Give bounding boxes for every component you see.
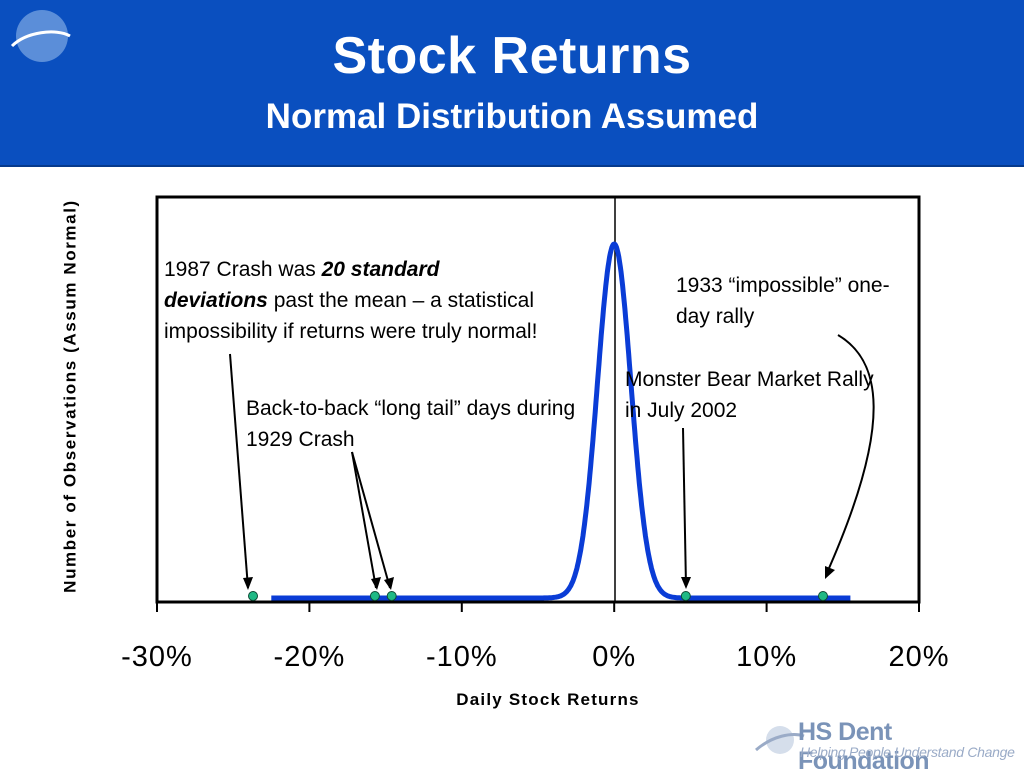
slide-header: Stock Returns Normal Distribution Assume…: [0, 0, 1024, 167]
footer-tagline: Helping People Understand Change: [800, 744, 1015, 760]
slide-subtitle: Normal Distribution Assumed: [265, 97, 759, 136]
annotation-1933-rally: 1933 “impossible” one-day rally: [676, 274, 890, 328]
arrowhead-1933: [825, 566, 835, 579]
x-tick-label: -30%: [121, 641, 193, 673]
arrow-1987: [229, 353, 249, 589]
event-marker: [386, 591, 397, 601]
x-tick-label: 20%: [888, 641, 949, 673]
event-markers: [248, 591, 828, 601]
annotation-1987-emphasis: 20 standard deviations: [164, 258, 440, 312]
annotation-1987-text-a: 1987 Crash was: [164, 258, 322, 281]
arrow-1929-a: [351, 451, 377, 589]
plot-frame: [155, 195, 921, 604]
x-tick-label: -20%: [274, 641, 346, 673]
annotation-arrows: [229, 334, 875, 590]
arrowhead-2002: [681, 577, 691, 589]
arrow-1929-b: [351, 451, 391, 589]
event-marker: [817, 591, 828, 601]
slide-title: Stock Returns: [332, 27, 692, 85]
event-marker: [248, 591, 259, 601]
annotation-1929-crash: Back-to-back “long tail” days during 192…: [246, 397, 576, 451]
x-tick-label: -10%: [426, 641, 498, 673]
annotation-1987-text-b: past the mean – a statistical impossibil…: [164, 289, 538, 343]
arrowhead-1929-b: [384, 577, 394, 590]
x-tick-label: 10%: [736, 641, 797, 673]
arrow-1933: [825, 334, 875, 576]
x-axis: -30% -20% -10% 0% 10% 20%: [121, 602, 949, 673]
normal-distribution-curve: [269, 241, 853, 601]
event-marker: [369, 591, 380, 601]
globe-logo-icon: [10, 10, 71, 62]
x-axis-title: Daily Stock Returns: [456, 690, 640, 709]
arrowhead-1987: [243, 577, 253, 590]
footer-swoosh-icon: [755, 726, 805, 754]
arrowhead-1929-a: [371, 577, 381, 590]
arrow-2002: [682, 427, 687, 587]
event-marker: [680, 591, 691, 601]
annotation-2002-rally: Monster Bear Market Rally in July 2002: [625, 368, 874, 422]
y-axis-title: Number of Observations (Assum Normal): [60, 199, 80, 593]
annotation-1987-crash: 1987 Crash was 20 standard deviations pa…: [164, 254, 539, 347]
x-tick-label: 0%: [592, 641, 636, 673]
